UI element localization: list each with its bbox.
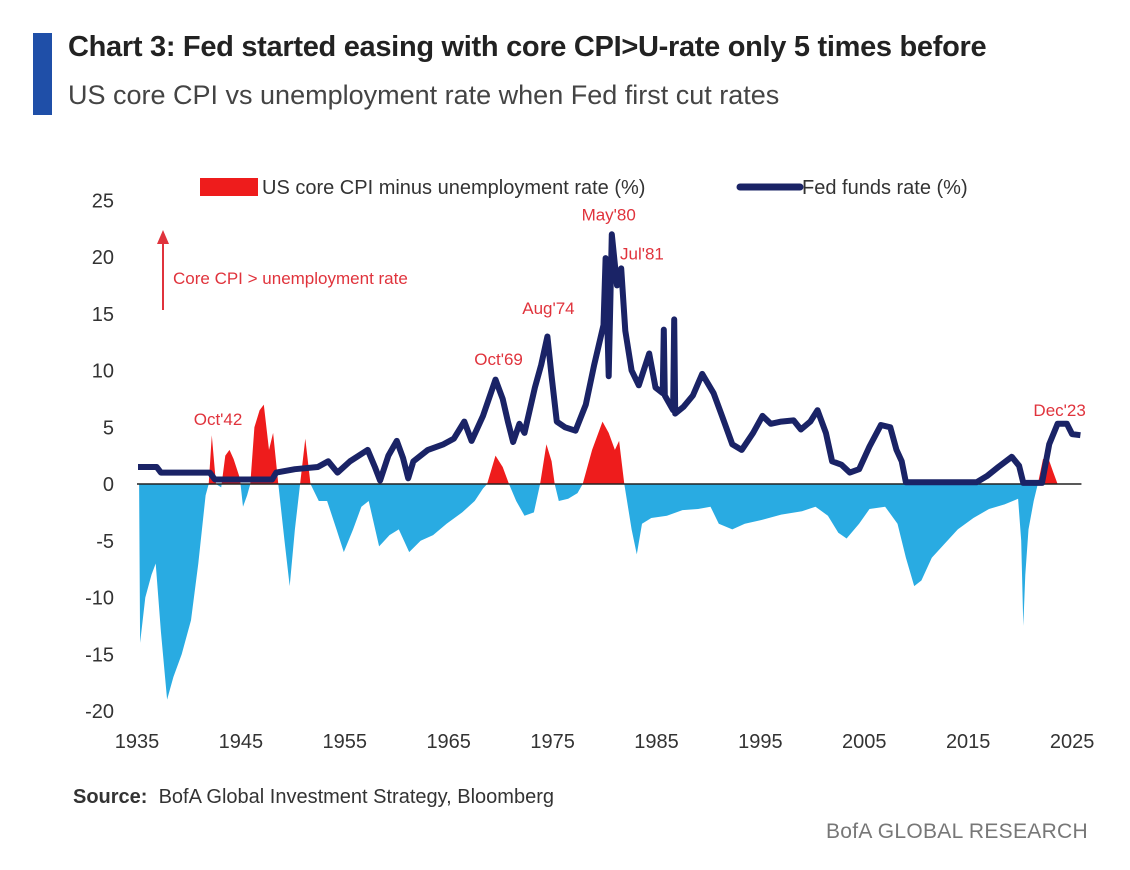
y-tick-label: -10 <box>85 588 114 610</box>
y-tick-label: -5 <box>96 531 114 553</box>
title-accent-bar <box>33 33 52 115</box>
annotation-label: Aug'74 <box>522 299 574 318</box>
chart-title: Chart 3: Fed started easing with core CP… <box>68 31 987 63</box>
y-tick-label: 5 <box>103 417 114 439</box>
legend: US core CPI minus unemployment rate (%) … <box>200 177 968 199</box>
legend-label-area: US core CPI minus unemployment rate (%) <box>262 177 645 199</box>
x-tick-label: 1935 <box>115 731 160 753</box>
x-tick-label: 1975 <box>530 731 575 753</box>
direction-note: Core CPI > unemployment rate <box>173 269 408 288</box>
annotation-label: Jul'81 <box>620 244 664 263</box>
y-tick-label: 10 <box>92 361 114 383</box>
y-tick-label: 25 <box>92 190 114 212</box>
x-tick-label: 1965 <box>426 731 471 753</box>
x-tick-label: 2005 <box>842 731 887 753</box>
y-tick-label: 0 <box>103 474 114 496</box>
y-tick-label: 20 <box>92 247 114 269</box>
x-tick-label: 1955 <box>323 731 368 753</box>
x-tick-label: 1945 <box>219 731 264 753</box>
legend-label-line: Fed funds rate (%) <box>802 177 968 199</box>
source-text: BofA Global Investment Strategy, Bloombe… <box>158 786 554 808</box>
area-negative <box>139 484 1081 700</box>
x-tick-label: 2015 <box>946 731 991 753</box>
chart-subtitle: US core CPI vs unemployment rate when Fe… <box>68 80 780 110</box>
area-positive <box>139 404 1081 484</box>
fed-funds-line <box>138 231 1081 486</box>
annotation-label: May'80 <box>582 206 636 225</box>
annotation-label: Oct'69 <box>474 350 523 369</box>
y-tick-label: 15 <box>92 304 114 326</box>
y-tick-label: -15 <box>85 644 114 666</box>
brand-watermark: BofA GLOBAL RESEARCH <box>826 820 1088 843</box>
x-tick-label: 1995 <box>738 731 783 753</box>
arrow-head-icon <box>157 230 169 244</box>
x-tick-label: 2025 <box>1050 731 1095 753</box>
y-tick-label: -20 <box>85 701 114 723</box>
x-tick-label: 1985 <box>634 731 679 753</box>
annotation-label: Oct'42 <box>194 410 243 429</box>
source-label: Source: <box>73 786 148 808</box>
legend-swatch-area <box>200 178 258 196</box>
annotation-label: Dec'23 <box>1033 401 1085 420</box>
source-note: Source: BofA Global Investment Strategy,… <box>73 786 554 809</box>
